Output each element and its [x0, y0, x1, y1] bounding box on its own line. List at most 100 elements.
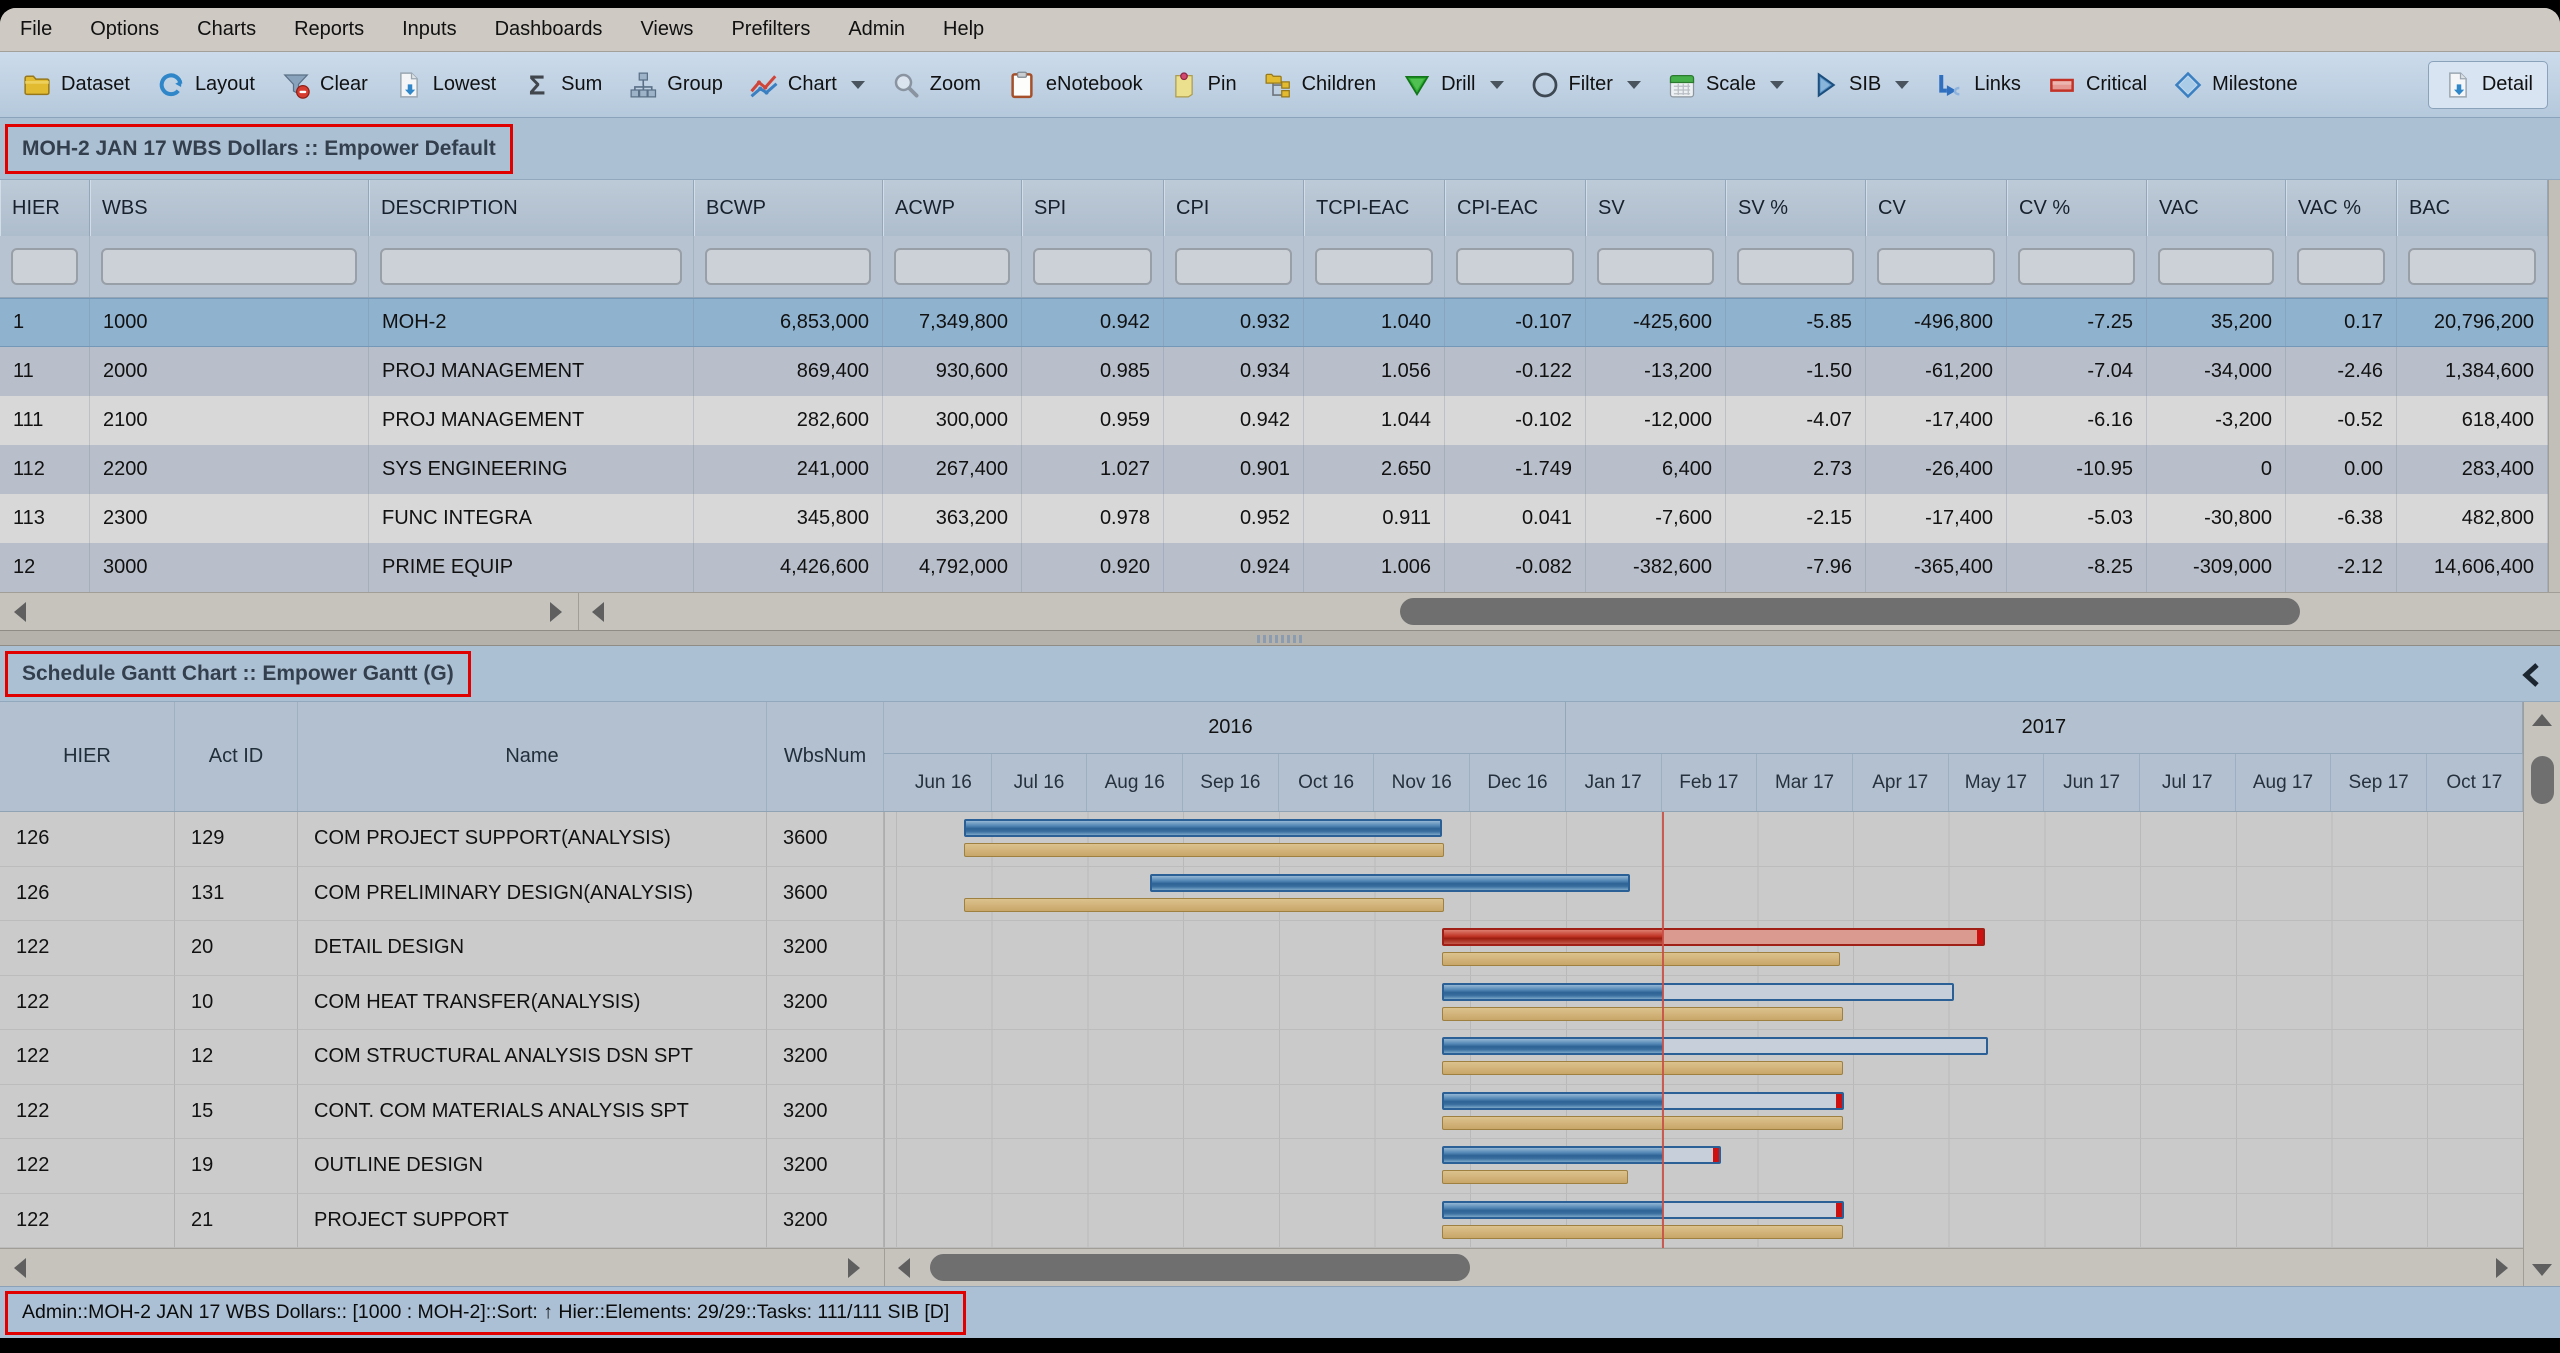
toolbar-children-button[interactable]: Children — [1253, 64, 1386, 106]
pane-splitter[interactable] — [0, 630, 2560, 646]
column-header-cpi[interactable]: CPI — [1164, 180, 1304, 236]
gantt-horizontal-scrollbar[interactable] — [0, 1248, 2560, 1286]
scroll-right-icon[interactable] — [2496, 1258, 2508, 1278]
gantt-column-header-name[interactable]: Name — [298, 702, 767, 811]
toolbar-clear-button[interactable]: Clear — [271, 64, 378, 106]
toolbar-lowest-button[interactable]: Lowest — [384, 64, 506, 106]
toolbar-milestone-button[interactable]: Milestone — [2163, 64, 2308, 106]
scroll-down-icon[interactable] — [2532, 1264, 2552, 1276]
menu-views[interactable]: Views — [640, 18, 693, 41]
gantt-bar-baseline[interactable] — [1442, 1170, 1628, 1184]
scroll-right-icon[interactable] — [550, 602, 562, 622]
column-header-vac[interactable]: VAC — [2147, 180, 2286, 236]
dropdown-caret-icon[interactable] — [1770, 81, 1784, 89]
toolbar-sum-button[interactable]: ΣSum — [512, 64, 612, 106]
filter-input-sv[interactable] — [1737, 248, 1854, 285]
gantt-row[interactable]: 126129COM PROJECT SUPPORT(ANALYSIS)3600 — [0, 812, 2560, 867]
toolbar-group-button[interactable]: Group — [618, 64, 733, 106]
filter-input-wbs[interactable] — [101, 248, 357, 285]
gantt-bar-baseline[interactable] — [1442, 1061, 1842, 1075]
column-header-sv[interactable]: SV % — [1726, 180, 1866, 236]
filter-input-spi[interactable] — [1033, 248, 1152, 285]
gantt-bar-actual[interactable] — [1442, 1092, 1844, 1110]
menu-help[interactable]: Help — [943, 18, 984, 41]
toolbar-chart-button[interactable]: Chart — [739, 64, 875, 106]
gantt-vertical-scrollbar[interactable] — [2523, 702, 2560, 1286]
filter-input-sv[interactable] — [1597, 248, 1714, 285]
column-header-bac[interactable]: BAC — [2397, 180, 2548, 236]
toolbar-links-button[interactable]: Links — [1925, 64, 2031, 106]
toolbar-detail-button[interactable]: Detail — [2428, 61, 2548, 109]
filter-input-cv[interactable] — [2018, 248, 2135, 285]
gantt-bar-baseline[interactable] — [1442, 1007, 1842, 1021]
toolbar-critical-button[interactable]: Critical — [2037, 64, 2157, 106]
toolbar-dataset-button[interactable]: Dataset — [12, 64, 140, 106]
column-header-vac[interactable]: VAC % — [2286, 180, 2397, 236]
filter-input-vac[interactable] — [2158, 248, 2274, 285]
column-header-acwp[interactable]: ACWP — [883, 180, 1022, 236]
scroll-up-icon[interactable] — [2532, 714, 2552, 726]
gantt-column-header-wbsnum[interactable]: WbsNum — [767, 702, 884, 811]
table-row[interactable]: 1112100PROJ MANAGEMENT282,600300,0000.95… — [0, 396, 2560, 445]
column-header-spi[interactable]: SPI — [1022, 180, 1164, 236]
collapse-panel-icon[interactable] — [2520, 662, 2544, 693]
gantt-bar-actual[interactable] — [1442, 983, 1954, 1001]
scroll-right-icon[interactable] — [848, 1258, 860, 1278]
grid-horizontal-scrollbar[interactable] — [0, 592, 2560, 630]
gantt-bar-baseline[interactable] — [1442, 1116, 1842, 1130]
gantt-column-header-hier[interactable]: HIER — [0, 702, 175, 811]
table-row[interactable]: 112000PROJ MANAGEMENT869,400930,6000.985… — [0, 347, 2560, 396]
gantt-bar-actual[interactable] — [1442, 1037, 1987, 1055]
column-header-hier[interactable]: HIER — [0, 180, 90, 236]
gantt-row[interactable]: 12221PROJECT SUPPORT3200 — [0, 1194, 2560, 1249]
scrollbar-thumb[interactable] — [1400, 598, 2300, 625]
toolbar-sib-button[interactable]: SIB — [1800, 64, 1919, 106]
filter-input-acwp[interactable] — [894, 248, 1010, 285]
filter-input-tcpi-eac[interactable] — [1315, 248, 1433, 285]
gantt-bar-baseline[interactable] — [964, 898, 1444, 912]
dropdown-caret-icon[interactable] — [1895, 81, 1909, 89]
gantt-bar-actual[interactable] — [1150, 874, 1630, 892]
table-row[interactable]: 11000MOH-26,853,0007,349,8000.9420.9321.… — [0, 298, 2560, 347]
gantt-bar-critical[interactable] — [1442, 928, 1985, 946]
menu-options[interactable]: Options — [90, 18, 159, 41]
column-header-description[interactable]: DESCRIPTION — [369, 180, 694, 236]
gantt-bar-actual[interactable] — [1442, 1146, 1720, 1164]
column-header-cpi-eac[interactable]: CPI-EAC — [1445, 180, 1586, 236]
gantt-row[interactable]: 12219OUTLINE DESIGN3200 — [0, 1139, 2560, 1194]
toolbar-filter-button[interactable]: Filter — [1520, 64, 1651, 106]
gantt-row[interactable]: 126131COM PRELIMINARY DESIGN(ANALYSIS)36… — [0, 867, 2560, 922]
gantt-column-header-act-id[interactable]: Act ID — [175, 702, 298, 811]
menu-file[interactable]: File — [20, 18, 52, 41]
gantt-bar-baseline[interactable] — [1442, 952, 1839, 966]
table-row[interactable]: 1122200SYS ENGINEERING241,000267,4001.02… — [0, 445, 2560, 494]
gantt-bar-actual[interactable] — [964, 819, 1443, 837]
scrollbar-thumb[interactable] — [930, 1254, 1470, 1281]
toolbar-enotebook-button[interactable]: eNotebook — [997, 64, 1153, 106]
menu-inputs[interactable]: Inputs — [402, 18, 456, 41]
column-header-wbs[interactable]: WBS — [90, 180, 369, 236]
column-header-sv[interactable]: SV — [1586, 180, 1726, 236]
splitter-grip-icon[interactable] — [1257, 635, 1303, 643]
column-header-cv[interactable]: CV — [1866, 180, 2007, 236]
column-header-tcpi-eac[interactable]: TCPI-EAC — [1304, 180, 1445, 236]
gantt-row[interactable]: 12212COM STRUCTURAL ANALYSIS DSN SPT3200 — [0, 1030, 2560, 1085]
filter-input-bac[interactable] — [2408, 248, 2536, 285]
gantt-row[interactable]: 12220DETAIL DESIGN3200 — [0, 921, 2560, 976]
filter-input-hier[interactable] — [11, 248, 78, 285]
column-header-bcwp[interactable]: BCWP — [694, 180, 883, 236]
grid-vertical-scrollbar[interactable] — [2548, 180, 2560, 592]
gantt-bar-actual[interactable] — [1442, 1201, 1844, 1219]
toolbar-scale-button[interactable]: Scale — [1657, 64, 1794, 106]
toolbar-layout-button[interactable]: Layout — [146, 64, 265, 106]
menu-dashboards[interactable]: Dashboards — [495, 18, 603, 41]
scroll-left-icon[interactable] — [14, 602, 26, 622]
filter-input-cpi-eac[interactable] — [1456, 248, 1574, 285]
menu-prefilters[interactable]: Prefilters — [731, 18, 810, 41]
dropdown-caret-icon[interactable] — [1490, 81, 1504, 89]
gantt-row[interactable]: 12210COM HEAT TRANSFER(ANALYSIS)3200 — [0, 976, 2560, 1031]
menu-admin[interactable]: Admin — [848, 18, 905, 41]
toolbar-pin-button[interactable]: Pin — [1159, 64, 1247, 106]
scrollbar-thumb[interactable] — [2531, 756, 2554, 804]
menu-reports[interactable]: Reports — [294, 18, 364, 41]
